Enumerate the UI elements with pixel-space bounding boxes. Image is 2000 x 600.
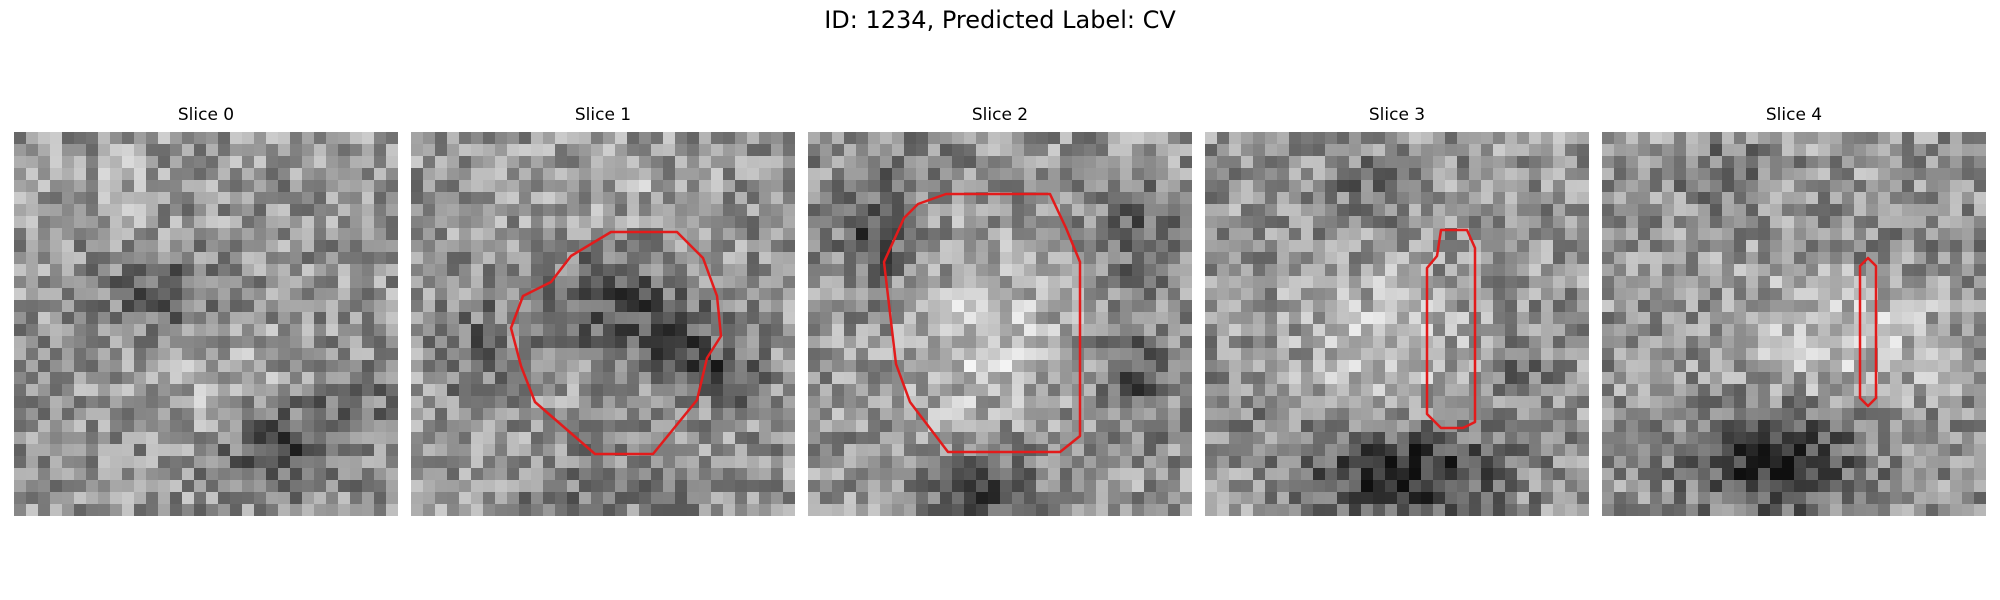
slice-title-1: Slice 1 xyxy=(574,105,632,125)
slice-image-3 xyxy=(1205,132,1589,516)
segmentation-contour-2 xyxy=(882,192,1082,454)
slice-panel-2: Slice 2 xyxy=(808,104,1192,516)
slice-panel-3: Slice 3 xyxy=(1205,104,1589,516)
slice-image-1 xyxy=(411,132,795,516)
figure-title: ID: 1234, Predicted Label: CV xyxy=(824,6,1176,34)
slice-title-3: Slice 3 xyxy=(1368,105,1426,125)
slice-image-4 xyxy=(1602,132,1986,516)
slice-image-0 xyxy=(14,132,398,516)
slice-panel-0: Slice 0 xyxy=(14,104,398,516)
slice-panel-1: Slice 1 xyxy=(411,104,795,516)
slice-panel-4: Slice 4 xyxy=(1602,104,1986,516)
segmentation-contour-1 xyxy=(509,230,723,456)
segmentation-contour-4 xyxy=(1858,256,1878,408)
slice-title-2: Slice 2 xyxy=(971,105,1029,125)
slice-title-0: Slice 0 xyxy=(177,105,235,125)
slice-image-2 xyxy=(808,132,1192,516)
segmentation-contour-3 xyxy=(1425,228,1477,430)
slice-title-4: Slice 4 xyxy=(1765,105,1823,125)
